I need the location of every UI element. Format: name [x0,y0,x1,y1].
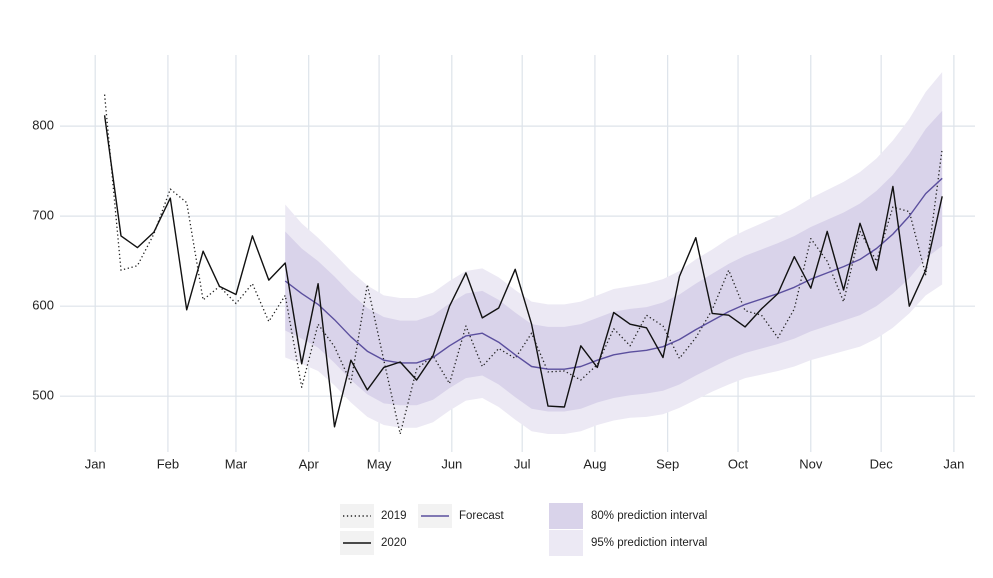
legend-label: 80% prediction interval [591,510,707,522]
series-line [284,177,943,370]
x-tick-label: Jan [943,456,964,471]
y-tick-label: 500 [32,388,54,403]
prediction-band [285,110,943,412]
x-tick-label: Dec [870,456,894,471]
y-tick-label: 800 [32,118,54,133]
x-tick-label: Mar [225,456,248,471]
x-tick-label: Jan [85,456,106,471]
x-tick-label: Sep [656,456,679,471]
x-tick-label: Jul [514,456,531,471]
legend-label: 95% prediction interval [591,537,707,549]
y-tick-label: 700 [32,208,54,223]
x-tick-label: Oct [728,456,749,471]
x-tick-label: Feb [157,456,179,471]
legend-label: Forecast [459,510,505,522]
x-tick-label: Nov [799,456,823,471]
legend-label: 2019 [381,510,407,522]
legend-label: 2020 [381,537,407,549]
legend: 2019 Forecast 2020 80% prediction interval 9… [340,503,707,556]
legend-key-bg [340,504,374,528]
legend-key [549,503,583,529]
y-tick-label: 600 [32,298,54,313]
x-tick-label: Jun [441,456,462,471]
x-tick-label: Apr [299,456,320,471]
series-line [103,115,943,428]
legend-key [549,530,583,556]
x-tick-label: May [367,456,392,471]
x-tick-label: Aug [583,456,606,471]
